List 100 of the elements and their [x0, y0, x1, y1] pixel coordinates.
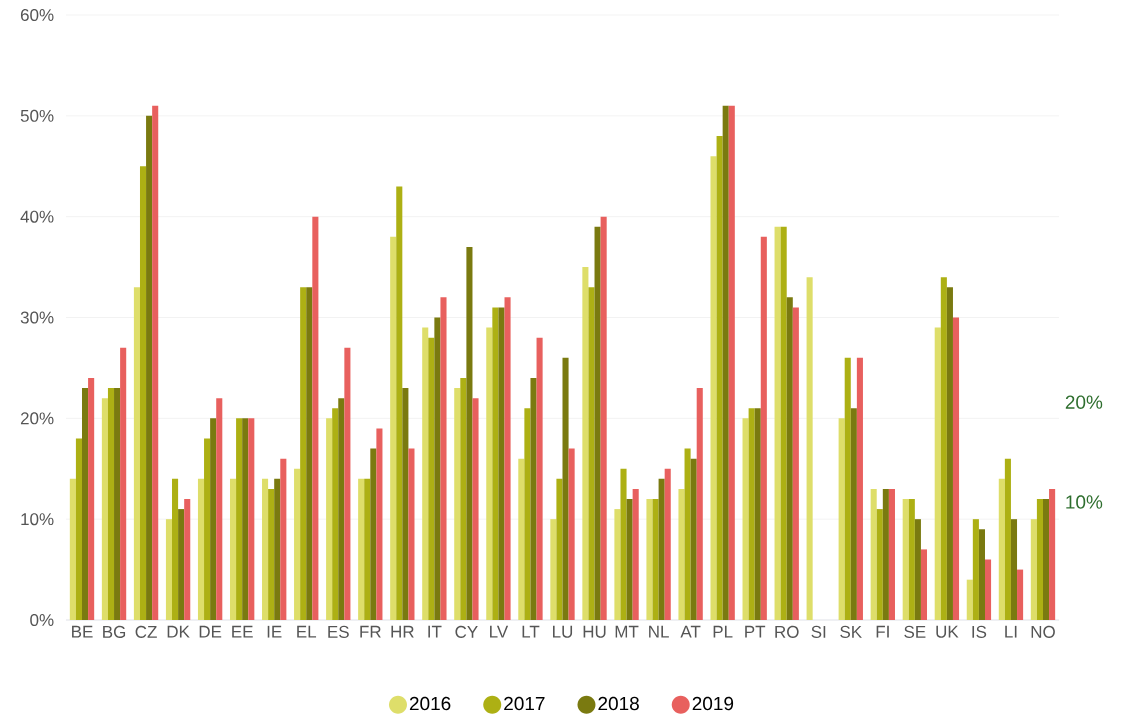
bar	[236, 418, 243, 620]
x-tick-label: DK	[167, 625, 190, 638]
bar	[684, 448, 691, 620]
bar	[454, 388, 461, 620]
bar	[1049, 488, 1056, 620]
bar	[664, 468, 671, 620]
bar	[748, 408, 755, 620]
bar	[306, 287, 313, 620]
y-tick-label: 10%	[21, 513, 54, 526]
bar	[1042, 499, 1050, 620]
x-tick-label: NL	[649, 625, 669, 638]
x-tick-label: PT	[745, 625, 766, 638]
y-tick-label: 40%	[20, 210, 54, 223]
bar	[626, 499, 633, 620]
bar	[998, 478, 1005, 620]
x-tick-label: BE	[72, 625, 93, 638]
bar	[197, 478, 205, 620]
bar	[652, 499, 659, 620]
bar	[69, 478, 76, 620]
bar	[946, 287, 953, 620]
bar	[152, 105, 159, 620]
x-tick-label: CY	[455, 625, 478, 638]
bar	[486, 327, 493, 620]
x-tick-label: EE	[232, 625, 253, 638]
bar	[370, 448, 377, 620]
bar	[710, 156, 717, 620]
legend-label: 2017	[504, 696, 545, 711]
text: 10%	[1066, 495, 1103, 509]
legend-label: 2019	[692, 696, 734, 711]
bar	[716, 136, 723, 620]
bar	[550, 519, 557, 620]
bar	[632, 488, 639, 620]
x-tick-label: FR	[360, 625, 381, 638]
x-tick-label: SI	[811, 625, 826, 638]
bar	[754, 408, 761, 620]
bar	[422, 327, 429, 620]
bar	[268, 488, 275, 620]
bar	[210, 418, 217, 620]
x-tick-label: EL	[297, 625, 317, 638]
bar	[780, 226, 787, 620]
bar	[248, 418, 255, 620]
x-tick-label: LT	[522, 625, 540, 638]
bar	[556, 478, 563, 620]
x-tick-label: IT	[428, 625, 442, 638]
bar	[518, 458, 525, 620]
bar	[88, 378, 95, 620]
bar	[908, 499, 915, 620]
bar	[870, 488, 877, 620]
bar	[690, 458, 697, 620]
bar	[985, 559, 992, 620]
x-tick-label: LI	[1005, 625, 1017, 638]
bar	[786, 297, 793, 620]
bar	[978, 529, 985, 620]
y-tick-label: 0%	[30, 613, 54, 627]
bar	[588, 287, 595, 620]
text: 20%	[1065, 395, 1103, 409]
bar	[139, 166, 147, 620]
bar	[82, 388, 89, 620]
x-tick-label: LU	[553, 625, 573, 638]
bar	[844, 357, 851, 620]
bar	[300, 287, 307, 620]
bar	[952, 317, 960, 620]
x-tick-label: BG	[103, 625, 126, 638]
bar	[133, 287, 140, 620]
bar	[614, 509, 621, 620]
bar	[428, 337, 435, 620]
bar	[902, 499, 909, 620]
bar	[806, 277, 813, 620]
bar	[888, 488, 895, 620]
y-tick-label: 50%	[20, 109, 54, 122]
x-tick-label: NO	[1031, 625, 1055, 638]
x-tick-label: HU	[583, 625, 606, 638]
bar	[165, 519, 173, 620]
bar	[1004, 458, 1011, 620]
bar	[620, 468, 627, 620]
bar	[390, 236, 397, 620]
bar	[332, 408, 339, 620]
bar	[262, 478, 269, 620]
bar	[460, 378, 467, 620]
bar	[172, 478, 179, 620]
bar	[204, 438, 211, 620]
x-tick-label: AT	[680, 625, 701, 638]
bar	[568, 448, 575, 620]
legend-label: 2018	[598, 696, 639, 711]
bar	[184, 499, 191, 620]
x-tick-label: HR	[391, 625, 414, 638]
x-tick-label: DE	[199, 625, 222, 638]
bar	[966, 579, 973, 620]
x-tick-label: RO	[775, 625, 799, 638]
bar	[229, 478, 237, 620]
bar	[658, 478, 665, 620]
bar	[914, 519, 921, 620]
bar	[1036, 499, 1043, 620]
bar	[530, 378, 537, 620]
bar	[594, 226, 601, 620]
bar	[472, 398, 479, 620]
bar	[742, 418, 749, 620]
bar	[536, 337, 543, 620]
bar	[408, 448, 415, 620]
bar	[792, 307, 799, 620]
